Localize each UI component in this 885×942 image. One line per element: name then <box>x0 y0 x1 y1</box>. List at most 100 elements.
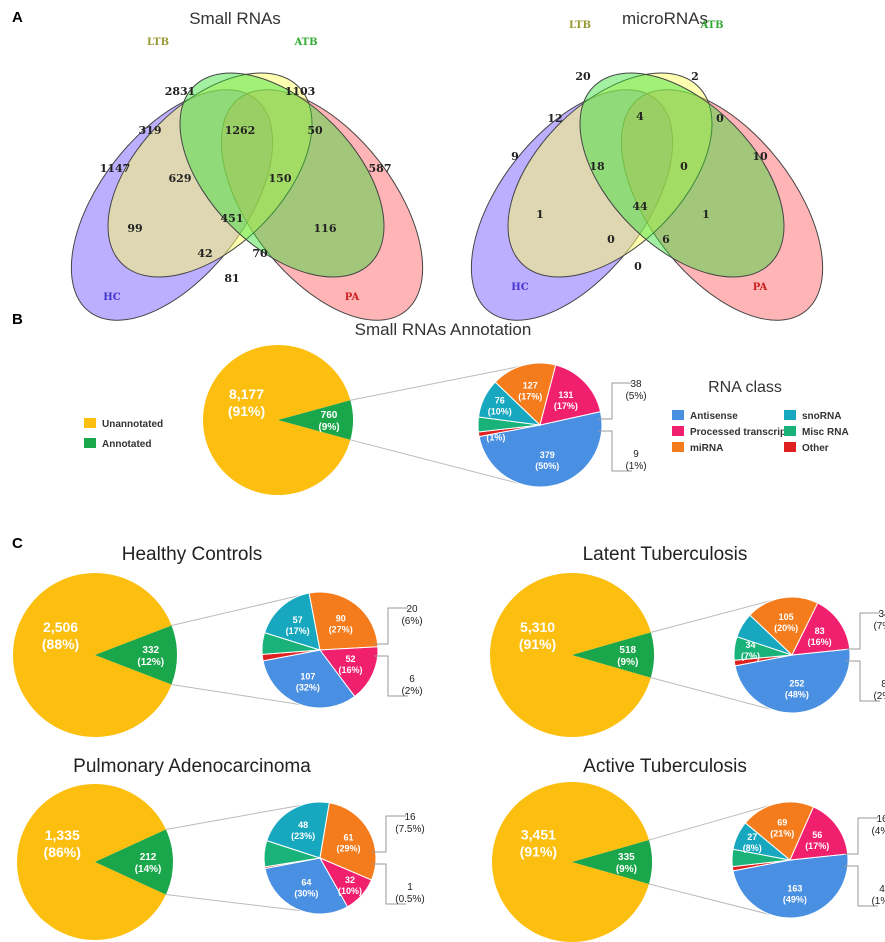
venn-count: 44 <box>632 200 648 213</box>
legend-swatch <box>672 442 684 452</box>
breakdown-slice-processed-transcript <box>539 364 602 426</box>
pie-title-latent-tb: Latent Tuberculosis <box>583 544 748 565</box>
venn-set-label: ATB <box>293 37 317 48</box>
venn-title: microRNAs <box>622 9 708 28</box>
legend-label: Antisense <box>690 411 738 422</box>
pie-label-unannotated: 5,310 <box>520 619 555 635</box>
pie-pct-annotated: (9%) <box>318 422 339 433</box>
breakdown-label: 56 <box>812 830 822 840</box>
pie-label-unannotated: 1,335 <box>45 827 80 843</box>
breakdown-pct: (10%) <box>338 886 362 896</box>
callout-pct: (7.5%) <box>395 824 424 835</box>
venn-set-label: HC <box>103 292 120 303</box>
venn-count: 629 <box>169 172 192 185</box>
breakdown-label: 27 <box>747 832 757 842</box>
pie-pulmonary-adeno: 1,335(86%) 212(14%) 64(30%) 48(23%) 61(29%) 3… <box>16 784 425 940</box>
pie-pct-annotated: (12%) <box>137 657 164 668</box>
venn-count: 2 <box>691 70 699 83</box>
venn-count: 9 <box>511 150 519 163</box>
callout-pct: (2%) <box>401 686 422 697</box>
breakdown-label: 32 <box>345 875 355 885</box>
venn-set-atb <box>579 72 785 278</box>
venn-count: 2831 <box>165 85 196 98</box>
callout-bracket <box>372 863 406 905</box>
pie-label-unannotated: 8,177 <box>229 386 264 402</box>
venn-micrornas: microRNAs LTB ATB HC PA 9 20 2 10 12 4 0… <box>470 9 824 321</box>
connector-line <box>650 677 772 711</box>
connector-line <box>171 594 300 627</box>
pie-pct-unannotated: (91%) <box>228 403 265 419</box>
venn-count: 4 <box>636 110 644 123</box>
callout-label: 34 <box>878 609 885 620</box>
callout-bracket <box>846 660 880 702</box>
venn-count: 1 <box>536 208 544 221</box>
breakdown-label: 52 <box>345 654 355 664</box>
venn-count: 451 <box>221 212 244 225</box>
pie-healthy-controls: 2,506(88%) 332(12%) 107(32%) 57(17%) 90(27%)… <box>12 572 423 737</box>
breakdown-label: 163 <box>787 883 802 893</box>
breakdown-slice-antisense <box>264 857 349 915</box>
breakdown-slice-antisense <box>732 853 849 919</box>
breakdown-pct: (8%) <box>743 843 762 853</box>
breakdown-pct: (17%) <box>554 401 578 411</box>
connector-line <box>165 804 301 830</box>
venn-small-rnas: Small RNAs LTB ATB HC PA 1147 2831 1103 … <box>70 9 424 321</box>
pie-slice-unannotated <box>203 345 351 496</box>
venn-set-label: PA <box>345 292 360 303</box>
callout-pct: (2%) <box>873 691 885 702</box>
breakdown-pct: (1%) <box>486 433 505 443</box>
panel-label-c: C <box>12 535 23 552</box>
legend-label: snoRNA <box>802 411 841 422</box>
breakdown-label: 34 <box>746 640 756 650</box>
pie-slice-unannotated <box>12 572 172 737</box>
callout-label: 1 <box>407 882 413 893</box>
pie-title-healthy-controls: Healthy Controls <box>122 544 262 565</box>
callout-label: 38 <box>630 379 642 390</box>
pie-small-rnas-annotation: 8,177(91%)760(9%)379(50%)9(1%)76(10%)127… <box>203 345 647 496</box>
breakdown-label: 57 <box>293 615 303 625</box>
breakdown-pct: (20%) <box>774 623 798 633</box>
callout-bracket <box>598 382 632 420</box>
venn-count: 50 <box>307 124 323 137</box>
breakdown-label: 131 <box>558 390 573 400</box>
venn-set-ltb <box>507 72 713 278</box>
venn-count: 6 <box>662 233 670 246</box>
legend-title: RNA class <box>708 379 782 396</box>
breakdown-slice-snorna <box>264 592 321 651</box>
breakdown-pct: (27%) <box>329 624 353 634</box>
callout-pct: (6%) <box>401 616 422 627</box>
pie-pct-annotated: (14%) <box>135 864 162 875</box>
pie-pct-unannotated: (88%) <box>42 636 79 652</box>
pie-slice-unannotated <box>489 572 651 737</box>
breakdown-pct: (16%) <box>338 665 362 675</box>
connector-line <box>165 894 301 912</box>
legend-swatch <box>672 410 684 420</box>
connector-line <box>171 683 300 706</box>
venn-count: 0 <box>716 112 724 125</box>
legend-label: Processed transcript <box>690 427 790 438</box>
breakdown-label: 64 <box>301 877 311 887</box>
breakdown-slice-mirna <box>744 801 815 861</box>
legend-label: Annotated <box>102 439 151 450</box>
pie-slice-annotated <box>572 840 653 884</box>
venn-count: 150 <box>269 172 292 185</box>
breakdown-slice-snorna <box>266 801 330 859</box>
breakdown-slice-processed-transcript <box>318 856 373 908</box>
venn-set-ltb <box>107 72 313 278</box>
breakdown-pct: (29%) <box>337 843 361 853</box>
venn-count: 587 <box>369 162 392 175</box>
breakdown-label: 127 <box>523 380 538 390</box>
breakdown-slice-mirna <box>308 591 379 651</box>
breakdown-label: 69 <box>777 817 787 827</box>
venn-count: 20 <box>575 70 591 83</box>
venn-count: 0 <box>680 160 688 173</box>
venn-set-label: HC <box>511 282 528 293</box>
venn-count: 1262 <box>225 124 256 137</box>
breakdown-pct: (50%) <box>535 461 559 471</box>
connector-line <box>648 804 770 841</box>
pie-slice-annotated <box>572 632 654 678</box>
venn-count: 12 <box>547 112 562 125</box>
breakdown-label: 107 <box>300 671 315 681</box>
